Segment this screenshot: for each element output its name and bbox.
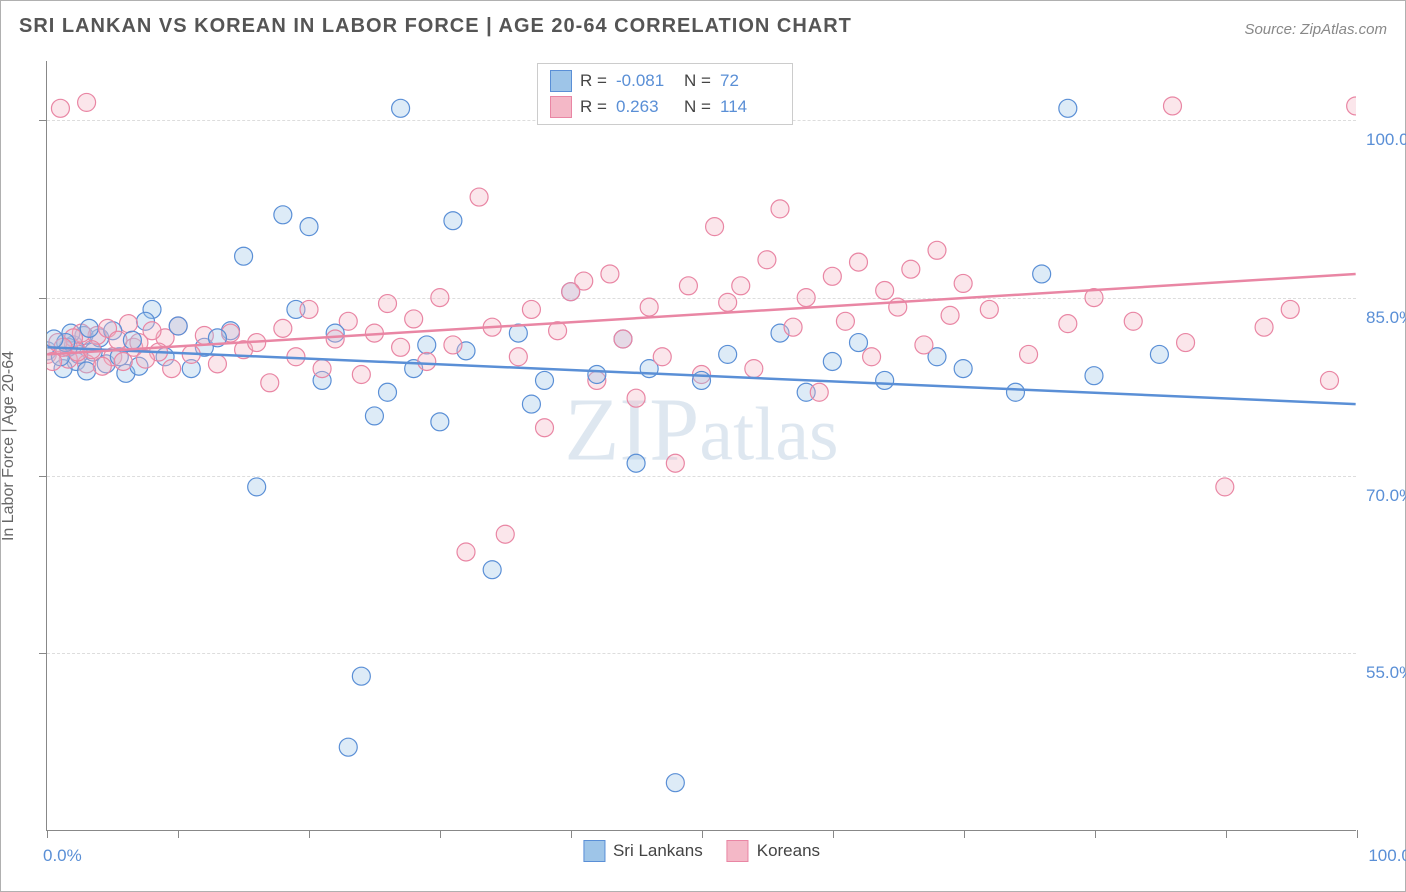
y-axis-title: In Labor Force | Age 20-64 bbox=[0, 351, 18, 541]
legend-item-koreans: Koreans bbox=[727, 840, 820, 862]
plot-area: ZIPatlas 55.0%70.0%85.0%100.0% R = -0.08… bbox=[46, 61, 1356, 831]
legend-row-srilankans: R = -0.081 N = 72 bbox=[550, 68, 780, 94]
swatch-srilankans-icon bbox=[583, 840, 605, 862]
x-min-label: 0.0% bbox=[43, 846, 82, 866]
legend-row-koreans: R = 0.263 N = 114 bbox=[550, 94, 780, 120]
swatch-koreans-icon bbox=[550, 96, 572, 118]
chart-source: Source: ZipAtlas.com bbox=[1244, 21, 1387, 38]
r-srilankans: -0.081 bbox=[616, 71, 676, 91]
chart-title: SRI LANKAN VS KOREAN IN LABOR FORCE | AG… bbox=[19, 15, 852, 38]
r-koreans: 0.263 bbox=[616, 97, 676, 117]
y-tick-label: 70.0% bbox=[1366, 486, 1406, 506]
swatch-srilankans-icon bbox=[550, 70, 572, 92]
gridline bbox=[47, 298, 1356, 299]
y-tick-label: 55.0% bbox=[1366, 663, 1406, 683]
scatter-svg bbox=[47, 61, 1356, 830]
n-srilankans: 72 bbox=[720, 71, 780, 91]
watermark: ZIPatlas bbox=[564, 379, 838, 482]
correlation-legend: R = -0.081 N = 72 R = 0.263 N = 114 bbox=[537, 63, 793, 125]
swatch-koreans-icon bbox=[727, 840, 749, 862]
legend-label-srilankans: Sri Lankans bbox=[613, 841, 703, 861]
series-legend: Sri Lankans Koreans bbox=[583, 840, 820, 862]
chart-container: SRI LANKAN VS KOREAN IN LABOR FORCE | AG… bbox=[0, 0, 1406, 892]
n-koreans: 114 bbox=[720, 97, 780, 117]
legend-label-koreans: Koreans bbox=[757, 841, 820, 861]
gridline bbox=[47, 476, 1356, 477]
gridline bbox=[47, 653, 1356, 654]
x-max-label: 100.0% bbox=[1368, 846, 1406, 866]
legend-item-srilankans: Sri Lankans bbox=[583, 840, 703, 862]
y-tick-label: 100.0% bbox=[1366, 130, 1406, 150]
y-tick-label: 85.0% bbox=[1366, 308, 1406, 328]
